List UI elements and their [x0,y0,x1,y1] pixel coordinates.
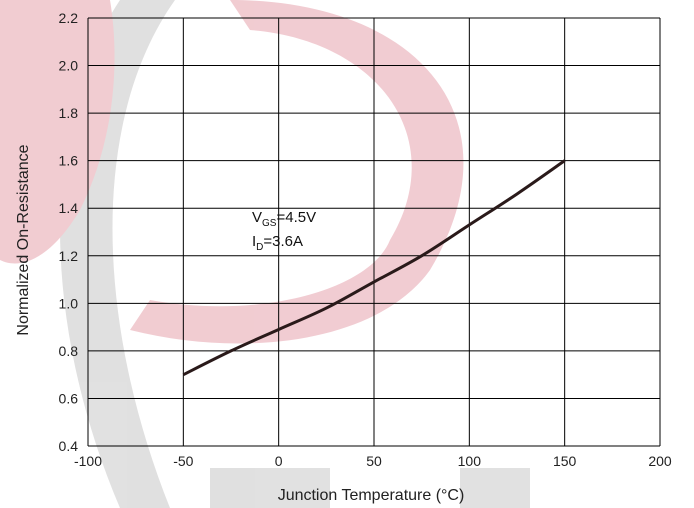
x-tick-label: 0 [275,453,283,469]
watermark-gray-block-1 [210,468,330,508]
y-tick-label: 1.4 [59,200,79,216]
y-tick-label: 0.4 [59,438,79,454]
y-tick-label: 2.0 [59,58,79,74]
x-tick-labels: -100 -50 0 50 100 150 200 [74,453,672,469]
x-tick-label: -50 [173,453,193,469]
y-tick-label: 2.2 [59,10,79,26]
y-tick-label: 1.2 [59,248,79,264]
watermark [0,0,530,508]
annotation-vgs-value: =4.5V [276,209,316,226]
x-tick-label: 50 [366,453,382,469]
y-tick-label: 1.0 [59,295,79,311]
y-tick-label: 0.6 [59,390,79,406]
annotation-id-subscript: D [256,242,263,253]
y-tick-label: 0.8 [59,343,79,359]
x-tick-label: -100 [74,453,102,469]
annotation-id: ID=3.6A [252,233,303,253]
x-tick-label: 200 [648,453,672,469]
annotation-vgs-subscript: GS [262,218,277,229]
y-tick-label: 1.8 [59,105,79,121]
annotation-id-symbol: I [252,233,256,250]
annotation-id-value: =3.6A [263,233,303,250]
series-points [183,160,565,375]
watermark-gray-block-2 [460,468,530,508]
x-tick-label: 100 [458,453,482,469]
annotation-vgs-symbol: V [252,209,262,226]
grid [87,17,661,447]
watermark-red-blob [0,0,115,264]
watermark-red-swoosh [130,0,464,344]
y-tick-labels: 0.4 0.6 0.8 1.0 1.2 1.4 1.6 1.8 2.0 2.2 [59,10,79,454]
x-tick-label: 150 [553,453,577,469]
y-axis-title: Normalized On-Resistance [15,144,32,335]
annotation-vgs: VGS=4.5V [252,209,316,229]
y-tick-label: 1.6 [59,153,79,169]
x-axis-title: Junction Temperature (°C) [278,487,465,504]
